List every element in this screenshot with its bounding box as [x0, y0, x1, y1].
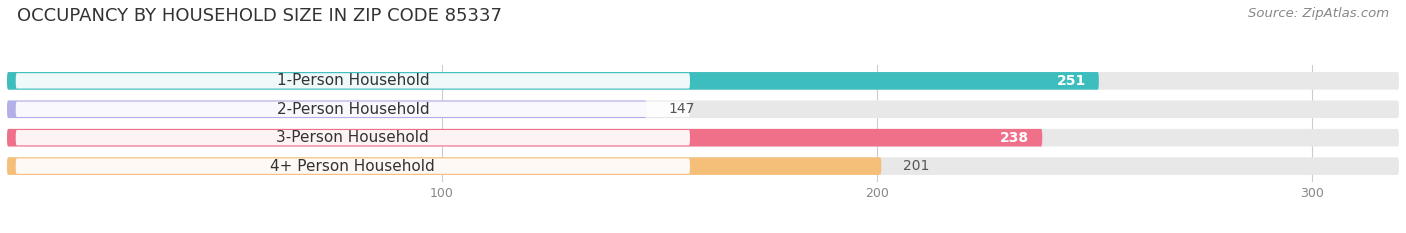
FancyBboxPatch shape — [7, 72, 1399, 90]
FancyBboxPatch shape — [15, 102, 690, 117]
FancyBboxPatch shape — [7, 100, 1399, 118]
Text: 3-Person Household: 3-Person Household — [277, 130, 429, 145]
FancyBboxPatch shape — [15, 73, 690, 89]
Text: 1-Person Household: 1-Person Household — [277, 73, 429, 88]
Text: 2-Person Household: 2-Person Household — [277, 102, 429, 117]
FancyBboxPatch shape — [15, 130, 690, 145]
FancyBboxPatch shape — [7, 157, 882, 175]
Text: 238: 238 — [1000, 131, 1029, 145]
Text: 4+ Person Household: 4+ Person Household — [270, 159, 436, 174]
FancyBboxPatch shape — [15, 158, 690, 174]
FancyBboxPatch shape — [7, 100, 647, 118]
Text: 147: 147 — [668, 102, 695, 116]
FancyBboxPatch shape — [7, 129, 1399, 147]
FancyBboxPatch shape — [7, 72, 1099, 90]
Text: OCCUPANCY BY HOUSEHOLD SIZE IN ZIP CODE 85337: OCCUPANCY BY HOUSEHOLD SIZE IN ZIP CODE … — [17, 7, 502, 25]
Text: Source: ZipAtlas.com: Source: ZipAtlas.com — [1249, 7, 1389, 20]
Text: 251: 251 — [1056, 74, 1085, 88]
FancyBboxPatch shape — [7, 129, 1042, 147]
FancyBboxPatch shape — [7, 157, 1399, 175]
Text: 201: 201 — [903, 159, 929, 173]
